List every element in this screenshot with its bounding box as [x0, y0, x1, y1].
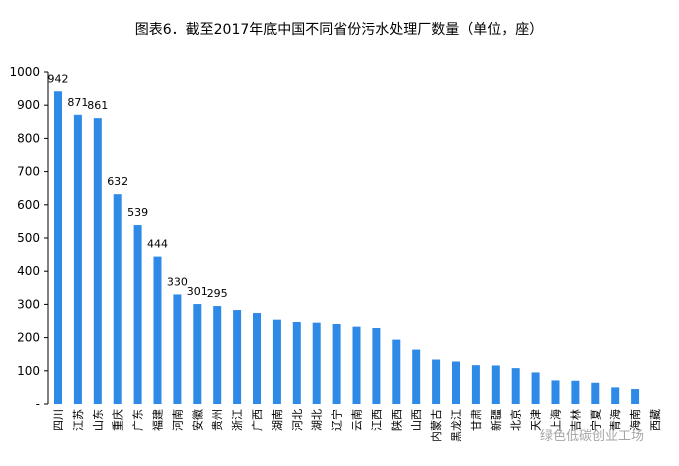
y-tick-label: - [36, 397, 40, 411]
bar [452, 361, 460, 404]
data-label: 330 [167, 275, 188, 288]
data-label: 539 [127, 206, 148, 219]
x-tick-label: 广东 [132, 409, 145, 431]
bar [491, 365, 500, 404]
data-label: 632 [107, 175, 128, 188]
x-tick-label: 湖南 [271, 409, 284, 431]
x-tick-label: 青海 [608, 409, 622, 431]
bar [392, 339, 401, 404]
bar [253, 313, 261, 404]
bar [193, 304, 202, 404]
data-label: 871 [67, 96, 88, 109]
data-label: 301 [187, 285, 208, 298]
x-tick-label: 江苏 [72, 409, 85, 431]
bar [432, 359, 441, 404]
x-tick-label: 广西 [251, 409, 264, 431]
bar [372, 327, 381, 404]
y-tick-label: 200 [17, 331, 40, 345]
x-tick-label: 新疆 [489, 409, 503, 431]
bar [113, 194, 122, 404]
bar [312, 322, 321, 404]
bar [551, 380, 560, 404]
x-tick-label: 浙江 [231, 409, 244, 431]
bar [332, 323, 341, 404]
y-axis: 1000 900 800 700 600 500 400 300 200 100 - [9, 65, 49, 411]
x-tick-label: 安徽 [190, 409, 204, 431]
x-tick-label: 吉林 [568, 409, 582, 431]
x-tick-label: 黑龙江 [450, 409, 463, 442]
y-tick-label: 700 [17, 165, 40, 179]
bar [272, 319, 281, 404]
bar [153, 256, 162, 404]
x-tick-label: 内蒙古 [429, 409, 443, 442]
x-tick-label: 江西 [370, 409, 383, 431]
bar [173, 294, 182, 404]
y-tick-label: 600 [17, 198, 40, 212]
bars [54, 91, 640, 405]
bar [531, 372, 540, 404]
bar [233, 310, 242, 404]
x-axis-labels: 四川 江苏 山东 重庆 广东 福建 河南 安徽 贵州 浙江 广西 湖南 河北 湖北 辽宁 云南 江西 陕西 山西 内蒙… [52, 409, 662, 442]
x-tick-label: 天津 [530, 409, 543, 431]
x-tick-label: 福建 [151, 409, 165, 431]
bar [133, 225, 142, 404]
data-label: 942 [48, 72, 69, 85]
bar [412, 349, 421, 404]
y-tick-label: 900 [17, 98, 40, 112]
bar [471, 365, 480, 404]
x-tick-label: 宁夏 [588, 409, 602, 431]
data-label: 295 [207, 287, 228, 300]
bar [611, 387, 620, 404]
bar [54, 91, 62, 405]
y-tick-label: 1000 [9, 65, 40, 79]
x-tick-label: 山东 [92, 409, 105, 431]
x-tick-label: 甘肃 [470, 409, 483, 431]
x-tick-label: 北京 [509, 409, 523, 431]
x-tick-label: 西藏 [649, 409, 662, 431]
x-tick-label: 海南 [628, 409, 642, 431]
bar [571, 380, 580, 404]
x-tick-label: 河北 [291, 409, 304, 431]
watermark: 绿色低碳创业工场 [540, 428, 644, 444]
bar [292, 321, 301, 404]
bar [631, 389, 640, 404]
x-tick-label: 山西 [410, 409, 423, 431]
data-label: 861 [87, 99, 108, 112]
x-tick-label: 河南 [171, 409, 184, 431]
y-tick-label: 800 [17, 131, 40, 145]
y-tick-label: 300 [17, 297, 40, 311]
x-tick-label: 辽宁 [330, 409, 344, 431]
bar [213, 306, 222, 404]
x-tick-label: 陕西 [389, 409, 403, 431]
y-tick-label: 100 [17, 364, 40, 378]
x-tick-label: 贵州 [211, 409, 224, 431]
bar [511, 368, 520, 404]
bar [352, 326, 361, 404]
data-label: 444 [147, 238, 168, 251]
x-tick-label: 湖北 [311, 409, 324, 431]
x-tick-label: 四川 [52, 409, 65, 431]
x-tick-label: 云南 [351, 409, 364, 431]
x-tick-label: 重庆 [111, 409, 125, 431]
y-tick-label: 500 [17, 231, 40, 245]
x-tick-label: 上海 [549, 409, 563, 431]
bar [73, 114, 82, 404]
bar [93, 118, 102, 404]
bar [591, 382, 600, 404]
chart-title: 图表6．截至2017年底中国不同省份污水处理厂数量（单位，座） [135, 22, 544, 38]
y-tick-label: 400 [17, 264, 40, 278]
